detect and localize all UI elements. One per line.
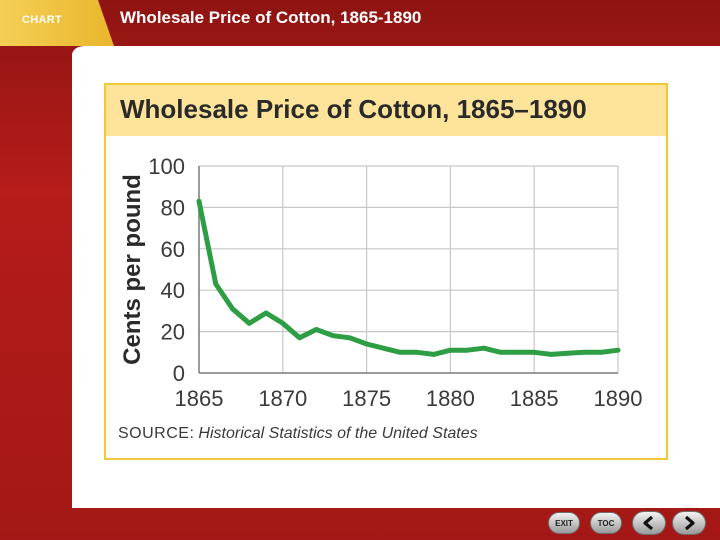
toc-button[interactable]: TOC xyxy=(590,512,622,534)
data-point xyxy=(246,320,252,326)
chart-panel: Wholesale Price of Cotton, 1865–1890 0 20… xyxy=(104,83,668,460)
data-point xyxy=(364,341,369,347)
data-point xyxy=(598,349,604,355)
arrow-left-icon xyxy=(643,516,654,530)
x-tick-label: 1875 xyxy=(342,386,391,411)
source-label: SOURCE: xyxy=(118,425,195,442)
next-button[interactable] xyxy=(672,511,706,535)
y-tick-label: 40 xyxy=(161,278,185,303)
y-tick-label: 20 xyxy=(161,320,185,345)
chart-banner: Wholesale Price of Cotton, 1865–1890 xyxy=(106,85,666,136)
chart-heading: Wholesale Price of Cotton, 1865–1890 xyxy=(120,94,587,124)
tag-shape xyxy=(0,0,114,46)
chart-axes xyxy=(198,166,618,374)
data-point xyxy=(347,335,353,341)
y-tick-label: 100 xyxy=(148,154,185,179)
x-tick-label: 1865 xyxy=(175,386,224,411)
data-point xyxy=(230,306,235,312)
data-point xyxy=(582,349,587,355)
data-point xyxy=(397,349,403,355)
source-note: SOURCE: Historical Statistics of the Unit… xyxy=(118,425,478,443)
x-tick-label: 1885 xyxy=(510,386,559,411)
data-point xyxy=(498,349,504,355)
chart-grid xyxy=(199,165,619,373)
data-point xyxy=(414,349,420,355)
data-point xyxy=(213,281,219,287)
series-line xyxy=(196,198,621,357)
data-point xyxy=(280,320,286,326)
data-point xyxy=(380,345,386,351)
data-point xyxy=(297,335,302,341)
toc-label: TOC xyxy=(597,518,615,528)
data-point xyxy=(548,351,554,357)
data-point xyxy=(464,347,470,353)
data-point xyxy=(615,347,621,353)
y-tick-label: 0 xyxy=(173,361,185,386)
section-tag: CHART xyxy=(22,14,62,26)
data-point xyxy=(565,350,571,356)
chart-series xyxy=(196,198,621,357)
data-point xyxy=(313,327,319,332)
x-tick-label: 1880 xyxy=(426,386,475,411)
y-tick-label: 80 xyxy=(161,195,185,220)
data-point xyxy=(431,351,437,357)
data-point xyxy=(481,345,487,351)
source-text: Historical Statistics of the United Stat… xyxy=(198,425,478,442)
data-point xyxy=(448,347,453,353)
y-axis-title: Cents per pound xyxy=(119,174,146,365)
data-point xyxy=(263,310,269,316)
exit-button[interactable]: EXIT xyxy=(548,512,580,534)
chart-labels: 0 20 40 60 80 100 1865 1870 1875 1880 1885 1890 Cent… xyxy=(119,154,642,411)
previous-button[interactable] xyxy=(632,511,666,535)
data-point xyxy=(330,333,336,339)
y-tick-label: 60 xyxy=(161,237,185,262)
x-tick-label: 1870 xyxy=(258,386,307,411)
data-point xyxy=(196,198,202,204)
line-chart: 0 20 40 60 80 100 1865 1870 1875 1880 1885 1890 Cent… xyxy=(119,154,642,411)
slide-title: Wholesale Price of Cotton, 1865-1890 xyxy=(120,8,422,27)
exit-label: EXIT xyxy=(555,518,573,528)
data-point xyxy=(515,349,520,355)
arrow-right-icon xyxy=(684,516,695,530)
x-tick-label: 1890 xyxy=(594,386,643,411)
data-point xyxy=(531,349,537,355)
